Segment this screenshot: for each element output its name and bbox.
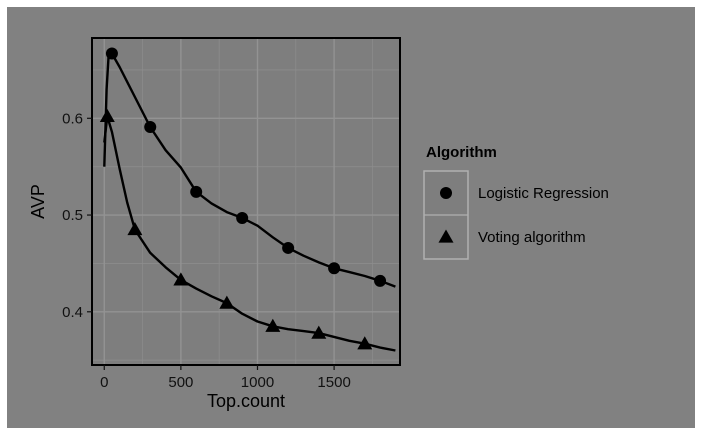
series-2-point bbox=[219, 295, 235, 309]
series-1-point bbox=[105, 47, 118, 60]
series-1-point bbox=[236, 211, 249, 224]
y-tick-label: 0.5 bbox=[62, 207, 83, 224]
x-tick-label: 1500 bbox=[317, 374, 350, 391]
legend-key-triangle bbox=[438, 229, 454, 243]
legend-label: Logistic Regression bbox=[478, 185, 609, 202]
y-axis-title: AVP bbox=[28, 184, 48, 219]
y-tick-label: 0.4 bbox=[62, 304, 83, 321]
series-2-point bbox=[311, 325, 327, 339]
series-2-point bbox=[265, 318, 281, 332]
series-1-point bbox=[144, 121, 157, 134]
series-2-point bbox=[99, 108, 115, 122]
series-2-point bbox=[127, 222, 143, 236]
series-2-point bbox=[357, 336, 373, 350]
plot-panel bbox=[91, 37, 401, 366]
x-tick-label: 0 bbox=[100, 374, 108, 391]
series-1-point bbox=[328, 262, 341, 275]
x-axis-title: Top.count bbox=[207, 391, 285, 411]
y-tick-label: 0.6 bbox=[62, 110, 83, 127]
series-1-point bbox=[282, 241, 295, 254]
series-1-point bbox=[190, 185, 203, 198]
x-tick-label: 1000 bbox=[241, 374, 274, 391]
series-2-point bbox=[173, 272, 189, 286]
x-tick-label: 500 bbox=[168, 374, 193, 391]
series-1-point bbox=[374, 274, 387, 287]
legend-label: Voting algorithm bbox=[478, 229, 586, 246]
legend-title: Algorithm bbox=[426, 144, 497, 161]
legend-key-circle bbox=[440, 187, 452, 199]
